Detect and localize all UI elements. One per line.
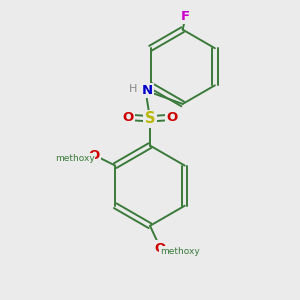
Text: F: F — [181, 10, 190, 23]
Text: S: S — [145, 111, 155, 126]
Text: N: N — [142, 84, 153, 97]
Text: O: O — [122, 111, 133, 124]
Text: O: O — [89, 149, 100, 162]
Text: H: H — [129, 84, 137, 94]
Text: O: O — [155, 242, 166, 255]
Text: O: O — [167, 111, 178, 124]
Text: methoxy: methoxy — [160, 247, 200, 256]
Text: methoxy: methoxy — [55, 154, 95, 163]
